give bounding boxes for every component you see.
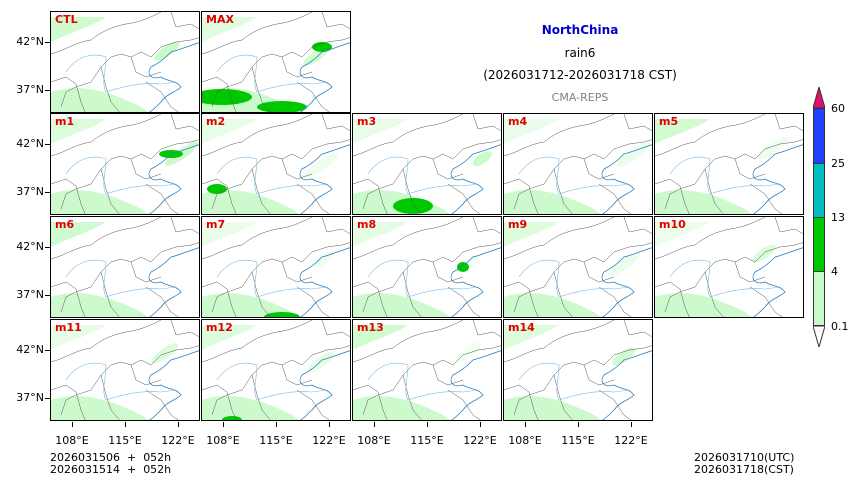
y-tick-label: 42°N	[16, 137, 44, 150]
y-tick-label: 37°N	[16, 391, 44, 404]
panel-label: m3	[357, 115, 377, 128]
colorbar-segment-0.1-4	[813, 271, 825, 326]
panel-label: m12	[206, 321, 233, 334]
map-panel-m4: m4	[503, 113, 653, 215]
y-tick-mark	[45, 90, 50, 91]
panel-label: m9	[508, 218, 528, 231]
x-tick-mark	[72, 422, 73, 427]
map-panel-m9: m9	[503, 216, 653, 318]
model-title: CMA-REPS	[551, 91, 609, 104]
colorbar-under-arrow-icon	[813, 326, 825, 347]
variable-title: rain6	[564, 46, 596, 60]
y-tick-mark	[45, 192, 50, 193]
map-panel-m1: m1	[50, 113, 200, 215]
colorbar-label-13: 13	[831, 211, 845, 224]
valid-time-cst: 2026031718(CST)	[694, 463, 794, 476]
panel-label: m13	[357, 321, 384, 334]
map-panel-ctl: CTL	[50, 11, 200, 113]
colorbar-over-arrow-icon	[813, 87, 825, 108]
map-panel-m6: m6	[50, 216, 200, 318]
y-tick-mark	[45, 247, 50, 248]
panel-label: m7	[206, 218, 226, 231]
x-tick-mark	[125, 422, 126, 427]
init-time-1: 2026031506 + 052h	[50, 451, 172, 464]
x-tick-label: 122°E	[463, 434, 497, 447]
panel-label: m6	[55, 218, 75, 231]
panel-label: m8	[357, 218, 377, 231]
y-tick-mark	[45, 42, 50, 43]
y-tick-mark	[45, 144, 50, 145]
map-panel-m7: m7	[201, 216, 351, 318]
x-tick-mark	[631, 422, 632, 427]
x-tick-mark	[578, 422, 579, 427]
colorbar-segment-4-13	[813, 217, 825, 271]
map-panel-max: MAX	[201, 11, 351, 113]
x-tick-mark	[480, 422, 481, 427]
x-tick-label: 115°E	[561, 434, 595, 447]
x-tick-label: 115°E	[259, 434, 293, 447]
y-tick-label: 37°N	[16, 185, 44, 198]
x-tick-label: 122°E	[614, 434, 648, 447]
x-tick-mark	[329, 422, 330, 427]
y-tick-label: 42°N	[16, 343, 44, 356]
panel-label: m2	[206, 115, 226, 128]
colorbar-label-0.1: 0.1	[831, 320, 849, 333]
x-tick-mark	[525, 422, 526, 427]
panel-label: m10	[659, 218, 686, 231]
x-tick-label: 108°E	[206, 434, 240, 447]
x-tick-label: 115°E	[108, 434, 142, 447]
panel-label: m4	[508, 115, 528, 128]
y-tick-mark	[45, 398, 50, 399]
x-tick-label: 115°E	[410, 434, 444, 447]
map-panel-m5: m5	[654, 113, 804, 215]
colorbar-segment-13-25	[813, 163, 825, 217]
map-panel-m12: m12	[201, 319, 351, 421]
x-tick-mark	[178, 422, 179, 427]
panel-label: m14	[508, 321, 535, 334]
colorbar-label-25: 25	[831, 157, 845, 170]
colorbar-segment-25-60	[813, 108, 825, 163]
panel-label: MAX	[206, 13, 234, 26]
x-tick-mark	[276, 422, 277, 427]
x-tick-mark	[427, 422, 428, 427]
init-time-2: 2026031514 + 052h	[50, 463, 172, 476]
map-panel-m13: m13	[352, 319, 502, 421]
map-panel-m11: m11	[50, 319, 200, 421]
y-tick-mark	[45, 295, 50, 296]
period-title: (2026031712-2026031718 CST)	[483, 68, 677, 82]
x-tick-label: 108°E	[508, 434, 542, 447]
colorbar-label-60: 60	[831, 102, 845, 115]
x-tick-label: 122°E	[161, 434, 195, 447]
x-tick-label: 122°E	[312, 434, 346, 447]
panel-label: m11	[55, 321, 82, 334]
x-tick-label: 108°E	[357, 434, 391, 447]
panel-label: CTL	[55, 13, 78, 26]
x-tick-mark	[374, 422, 375, 427]
map-panel-m8: m8	[352, 216, 502, 318]
panel-label: m1	[55, 115, 75, 128]
x-tick-label: 108°E	[55, 434, 89, 447]
map-panel-m2: m2	[201, 113, 351, 215]
region-title: NorthChina	[541, 23, 619, 37]
y-tick-label: 42°N	[16, 240, 44, 253]
y-tick-label: 42°N	[16, 35, 44, 48]
colorbar-label-4: 4	[831, 265, 838, 278]
y-tick-label: 37°N	[16, 288, 44, 301]
x-tick-mark	[223, 422, 224, 427]
valid-time-utc: 2026031710(UTC)	[694, 451, 795, 464]
map-panel-m3: m3	[352, 113, 502, 215]
map-panel-m10: m10	[654, 216, 804, 318]
panel-label: m5	[659, 115, 679, 128]
y-tick-label: 37°N	[16, 83, 44, 96]
map-panel-m14: m14	[503, 319, 653, 421]
y-tick-mark	[45, 350, 50, 351]
